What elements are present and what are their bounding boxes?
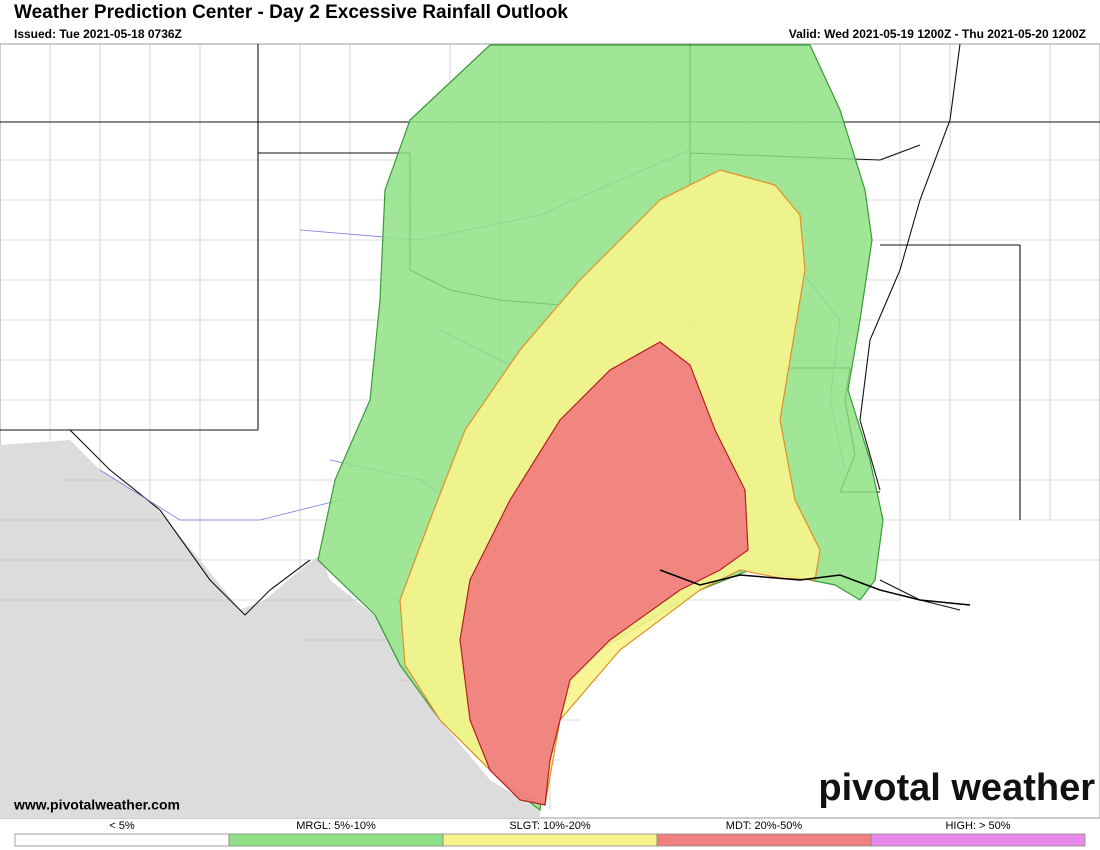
issued: Issued: Tue 2021-05-18 0736Z: [14, 27, 182, 41]
map: [0, 43, 1100, 819]
legend-swatch: [14, 833, 230, 847]
logo: pivotal weather: [818, 767, 1095, 809]
legend-swatch: [442, 833, 658, 847]
url: www.pivotalweather.com: [13, 797, 180, 813]
mexico: [0, 440, 540, 818]
legend-swatch: [870, 833, 1086, 847]
mdt-area: [459, 341, 749, 806]
legend-label: MRGL: 5%-10%: [296, 820, 376, 832]
valid: Valid: Wed 2021-05-19 1200Z - Thu 2021-0…: [789, 27, 1086, 41]
title: Weather Prediction Center - Day 2 Excess…: [14, 2, 568, 23]
legend-swatch: [656, 833, 872, 847]
legend-label: HIGH: > 50%: [945, 820, 1010, 832]
coastline: [659, 569, 971, 606]
legend: < 5% MRGL: 5%-10% SLGT: 10%-20% MDT: 20%-50…: [14, 820, 1086, 847]
legend-label: < 5%: [109, 820, 135, 832]
legend-swatch: [228, 833, 444, 847]
legend-label: SLGT: 10%-20%: [509, 820, 591, 832]
legend-label: MDT: 20%-50%: [726, 820, 803, 832]
